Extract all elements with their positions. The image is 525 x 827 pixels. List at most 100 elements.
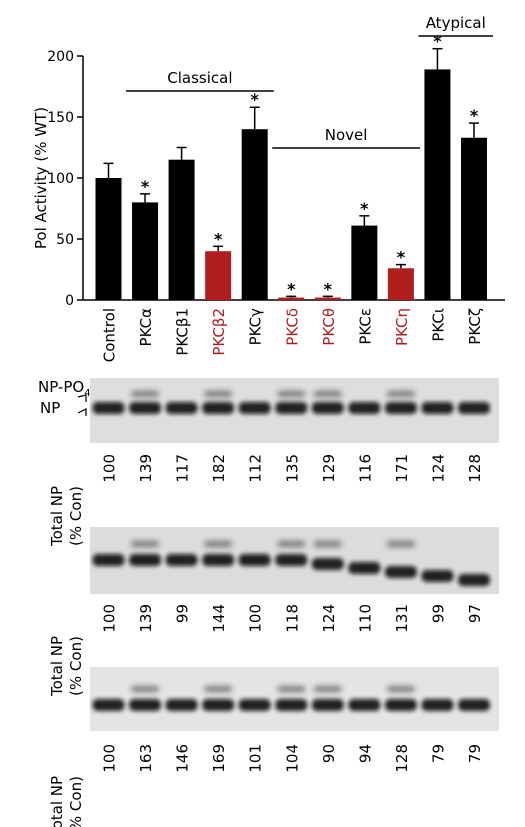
total-np-value: 97 (466, 604, 484, 623)
np-po4-band (386, 391, 415, 397)
np-band (238, 402, 271, 414)
bar (205, 251, 232, 300)
total-np-value: 139 (137, 454, 155, 483)
total-np-value: 100 (101, 744, 119, 773)
total-np-value: 90 (320, 744, 338, 763)
np-po4-band (277, 391, 306, 397)
np-band (202, 554, 235, 566)
total-np-row-1: Total NP (% Con) 100 139 117 182 112 135 129 116 1… (48, 454, 484, 547)
total-np-value: 163 (137, 744, 155, 773)
bar (95, 178, 122, 300)
np-band (165, 554, 198, 566)
total-np-value: 135 (283, 454, 301, 483)
np-band (275, 554, 308, 566)
np-band (129, 699, 162, 711)
x-tick-label: PKCβ1 (174, 308, 192, 356)
np-band (238, 699, 271, 711)
np-band (348, 699, 381, 711)
np-band (165, 402, 198, 414)
np-po4-band (313, 686, 342, 692)
bar (132, 202, 159, 300)
total-np-value: 100 (101, 454, 119, 483)
x-tick-label: PKCθ (320, 308, 338, 346)
group-label: Classical (167, 69, 232, 87)
blot-bands-3 (92, 686, 490, 711)
x-tick-label: PKCη (393, 308, 411, 346)
x-tick-label: PKCζ (466, 308, 484, 345)
total-np-value: 99 (429, 604, 447, 623)
blot-bands-1 (92, 391, 490, 414)
bar (278, 297, 305, 300)
np-po4-label: NP-PO4 (38, 378, 91, 399)
np-po4-band (313, 391, 342, 397)
x-tick-label: PKCε (356, 308, 374, 345)
x-tick-label: PKCι (429, 308, 447, 342)
np-band (348, 562, 381, 574)
y-tick-label: 200 (47, 49, 74, 65)
significance-star: * (251, 90, 260, 109)
np-po4-band (131, 686, 160, 692)
np-band (458, 574, 490, 586)
total-np-value: 101 (247, 744, 265, 773)
np-band (421, 570, 454, 582)
y-ticks: 0 50 100 150 200 (47, 49, 83, 309)
error-bars (103, 47, 479, 298)
total-np-value: 94 (356, 744, 374, 763)
western-blots: NP-PO4 NP Total NP (% Con)100 139 117 182 112… (38, 378, 499, 827)
y-tick-label: 150 (47, 110, 74, 126)
np-band (129, 554, 162, 566)
y-tick-label: 0 (65, 293, 74, 309)
np-band (238, 554, 271, 566)
significance-star: * (214, 229, 223, 248)
bar (314, 297, 341, 300)
total-np-value: 116 (356, 454, 374, 483)
total-np-value: 131 (393, 604, 411, 633)
significance-star: * (324, 279, 333, 298)
np-band (129, 402, 162, 414)
np-po4-band (131, 391, 160, 397)
significance-star: * (287, 279, 296, 298)
total-np-value: 100 (247, 604, 265, 633)
row-label-line2: (% Con) (67, 636, 85, 696)
group-label: Atypical (426, 14, 486, 32)
total-np-value: 79 (429, 744, 447, 763)
np-label: NP (40, 399, 60, 417)
x-tick-label: Control (101, 308, 119, 362)
np-band (458, 699, 490, 711)
blot-bands-2 (92, 541, 490, 586)
significance-star: * (360, 199, 369, 218)
np-po4-band (386, 686, 415, 692)
np-band (384, 566, 417, 578)
np-band (92, 554, 125, 566)
total-np-value: 169 (210, 744, 228, 773)
row-label-line2: (% Con) (67, 776, 85, 827)
np-po4-band (204, 391, 233, 397)
total-np-value: 99 (174, 604, 192, 623)
np-band (421, 699, 454, 711)
total-np-value: 128 (466, 454, 484, 483)
total-np-value: 124 (429, 454, 447, 483)
np-band (348, 402, 381, 414)
np-band (202, 699, 235, 711)
np-po4-band (313, 541, 342, 547)
significance-star: * (397, 248, 406, 267)
np-band (311, 699, 344, 711)
bar (387, 268, 414, 300)
np-band (384, 699, 417, 711)
total-np-value: 171 (393, 454, 411, 483)
band-bracket-po4 (77, 394, 87, 402)
np-band (311, 558, 344, 570)
row-label-line1: Total NP (48, 636, 66, 697)
np-po4-band (277, 686, 306, 692)
y-axis-label: Pol Activity (% WT) (32, 107, 50, 249)
bar (168, 159, 195, 300)
bar (241, 129, 268, 300)
bar (351, 225, 378, 300)
np-band (92, 699, 125, 711)
total-np-value: 128 (393, 744, 411, 773)
np-band (311, 402, 344, 414)
total-np-value: 79 (466, 744, 484, 763)
row-label-line1: Total NP (48, 776, 66, 827)
np-band (458, 402, 490, 414)
np-po4-band (131, 541, 160, 547)
